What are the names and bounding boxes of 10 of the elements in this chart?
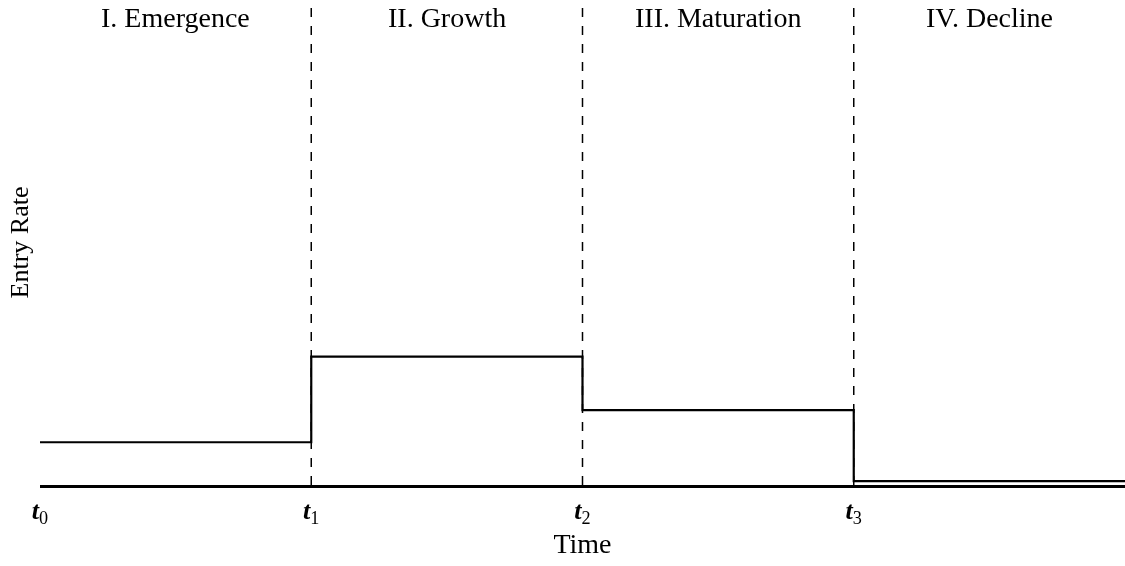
x-tick-label: t$_{0}$ [31,495,49,529]
x-tick-label: t$_{3}$ [845,495,862,529]
text: II. Growth [388,2,507,33]
text: I. Emergence [101,2,250,33]
y-axis-title: Entry Rate [5,186,35,299]
x-axis-title: Time [553,528,612,560]
text: III. Maturation [635,2,802,33]
x-tick-label: t$_{2}$ [574,495,591,529]
x-tick-label: t$_{1}$ [303,495,320,529]
text: IV. Decline [926,2,1053,33]
